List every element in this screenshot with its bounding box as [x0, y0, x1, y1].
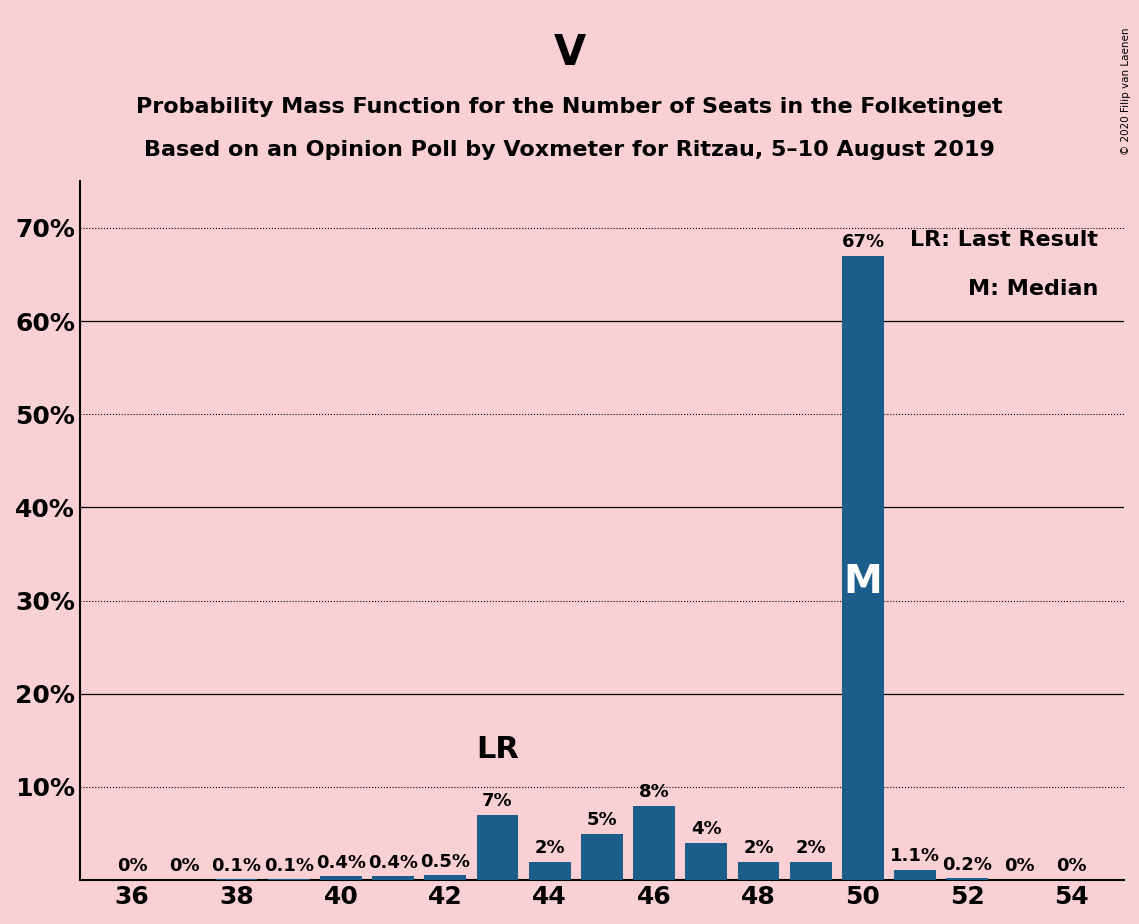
Bar	[215, 880, 257, 881]
Bar	[633, 806, 675, 881]
Text: LR: LR	[476, 736, 519, 764]
Text: 7%: 7%	[482, 792, 513, 810]
Bar	[528, 861, 571, 881]
Text: 0.4%: 0.4%	[316, 854, 366, 871]
Bar	[320, 876, 362, 881]
Text: 2%: 2%	[795, 839, 826, 857]
Bar	[476, 815, 518, 881]
Bar	[372, 876, 413, 881]
Text: LR: Last Result: LR: Last Result	[910, 230, 1098, 250]
Text: M: M	[844, 563, 883, 601]
Bar	[686, 843, 727, 881]
Text: 0.4%: 0.4%	[368, 854, 418, 871]
Text: 0%: 0%	[169, 857, 199, 875]
Text: M: Median: M: Median	[967, 279, 1098, 299]
Text: 1.1%: 1.1%	[891, 847, 940, 865]
Bar	[268, 880, 310, 881]
Text: Probability Mass Function for the Number of Seats in the Folketinget: Probability Mass Function for the Number…	[137, 97, 1002, 117]
Text: 0%: 0%	[1005, 857, 1035, 875]
Text: 0.5%: 0.5%	[420, 853, 470, 870]
Text: 2%: 2%	[744, 839, 773, 857]
Text: 2%: 2%	[534, 839, 565, 857]
Text: 67%: 67%	[842, 233, 885, 251]
Text: 0%: 0%	[117, 857, 147, 875]
Bar	[425, 875, 466, 881]
Text: V: V	[554, 32, 585, 74]
Bar	[894, 869, 936, 881]
Text: 4%: 4%	[691, 821, 722, 838]
Bar	[842, 256, 884, 881]
Text: 5%: 5%	[587, 811, 617, 829]
Bar	[581, 833, 623, 881]
Bar	[738, 861, 779, 881]
Text: Based on an Opinion Poll by Voxmeter for Ritzau, 5–10 August 2019: Based on an Opinion Poll by Voxmeter for…	[144, 140, 995, 161]
Text: © 2020 Filip van Laenen: © 2020 Filip van Laenen	[1121, 28, 1131, 155]
Text: 0%: 0%	[1057, 857, 1087, 875]
Text: 0.1%: 0.1%	[264, 857, 313, 874]
Text: 8%: 8%	[639, 783, 670, 801]
Bar	[789, 861, 831, 881]
Bar	[947, 879, 989, 881]
Text: 0.2%: 0.2%	[942, 856, 992, 873]
Text: 0.1%: 0.1%	[212, 857, 262, 874]
